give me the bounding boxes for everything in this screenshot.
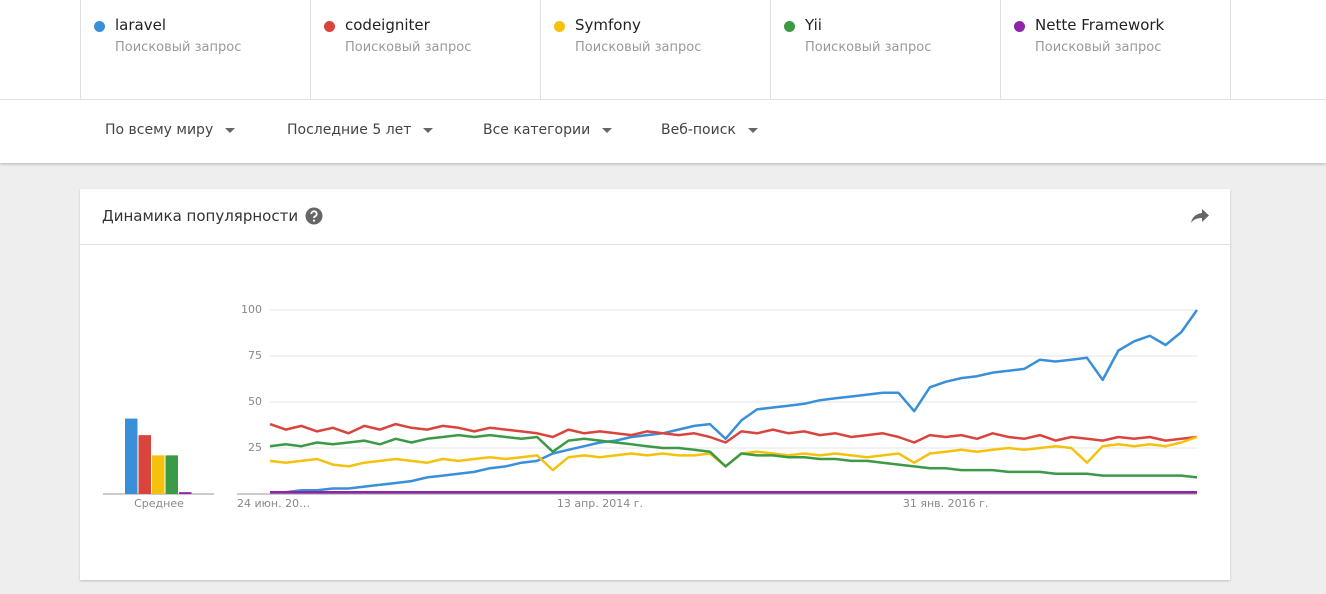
filter-label: По всему миру xyxy=(105,122,214,138)
filter-dropdown[interactable]: Последние 5 лет xyxy=(287,122,434,138)
legend-dot xyxy=(784,21,795,32)
bar xyxy=(138,435,151,494)
search-term-tab[interactable]: codeigniter Поисковый запрос xyxy=(310,0,541,99)
card: Динамика популярности xyxy=(80,189,1230,580)
filter-label: Все категории xyxy=(483,122,591,138)
legend-label: Symfony xyxy=(575,16,641,34)
card-title: Динамика популярности xyxy=(102,207,299,225)
x-tick-label: 31 янв. 2016 г. xyxy=(903,497,989,510)
search-term-tab[interactable]: Symfony Поисковый запрос xyxy=(540,0,771,99)
series-line xyxy=(270,309,1199,494)
y-tick-label: 25 xyxy=(248,441,262,454)
bar xyxy=(165,455,178,494)
x-axis-label: Среднее xyxy=(134,497,184,510)
bar xyxy=(152,455,165,494)
term-subtitle: Поисковый запрос xyxy=(575,40,702,55)
x-tick-label: 13 апр. 2014 г. xyxy=(557,497,643,510)
bar xyxy=(125,418,138,494)
legend-dot xyxy=(94,21,105,32)
y-tick-label: 50 xyxy=(248,395,262,408)
bar xyxy=(179,492,192,494)
term-subtitle: Поисковый запрос xyxy=(115,40,242,55)
divider xyxy=(0,99,1326,100)
legend-dot xyxy=(1014,21,1025,32)
term-subtitle: Поисковый запрос xyxy=(345,40,472,55)
legend-label: Nette Framework xyxy=(1035,16,1165,34)
filter-label: Веб-поиск xyxy=(661,122,736,138)
search-term-tab[interactable]: Nette Framework Поисковый запрос xyxy=(1000,0,1231,99)
legend-dot xyxy=(324,21,335,32)
y-tick-label: 75 xyxy=(248,349,262,362)
share-icon[interactable] xyxy=(1190,208,1210,224)
dropdown-arrow xyxy=(602,127,613,133)
search-term-tab[interactable]: laravel Поисковый запрос xyxy=(80,0,311,99)
filter-dropdown[interactable]: По всему миру xyxy=(105,122,236,138)
x-tick-label: 24 июн. 20… xyxy=(237,497,310,510)
dropdown-arrow xyxy=(225,127,236,133)
header: laravel Поисковый запрос codeigniter Поиско… xyxy=(0,0,1326,163)
series-line xyxy=(269,422,1198,444)
filter-dropdown[interactable]: Веб-поиск xyxy=(661,122,758,138)
y-tick-label: 100 xyxy=(241,303,262,316)
term-subtitle: Поисковый запрос xyxy=(805,40,932,55)
dropdown-arrow xyxy=(423,127,434,133)
legend-label: Yii xyxy=(805,16,822,34)
help-icon[interactable] xyxy=(305,207,323,225)
legend-label: codeigniter xyxy=(345,16,430,34)
term-subtitle: Поисковый запрос xyxy=(1035,40,1162,55)
filter-dropdown[interactable]: Все категории xyxy=(483,122,613,138)
series-line xyxy=(269,433,1198,479)
filter-label: Последние 5 лет xyxy=(287,122,412,138)
legend-dot xyxy=(554,21,565,32)
legend-label: laravel xyxy=(115,16,166,34)
dropdown-arrow xyxy=(747,127,758,133)
divider xyxy=(80,244,1230,245)
